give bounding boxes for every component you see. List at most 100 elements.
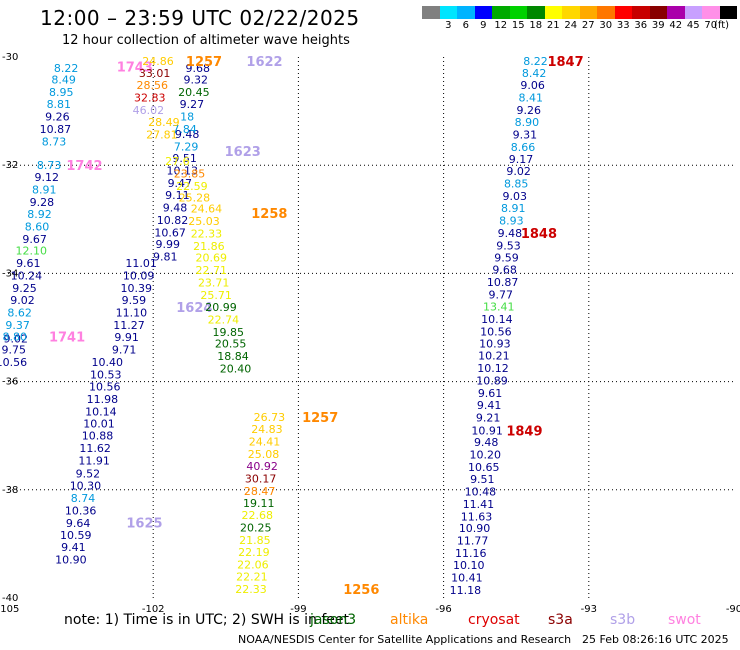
wave-height-value: 9.68 [492, 264, 517, 277]
wave-height-value: 9.59 [122, 294, 147, 307]
wave-height-value: 22.74 [208, 313, 240, 326]
wave-height-value: 10.24 [11, 270, 43, 283]
wave-height-value: 8.62 [7, 306, 32, 319]
track-time-label: 1623 [225, 145, 261, 160]
wave-height-value: 9.17 [509, 153, 534, 166]
wave-height-value: 19.85 [212, 326, 244, 339]
track-time-label: 1849 [506, 424, 542, 439]
wave-height-value: 9.67 [22, 233, 47, 246]
wave-height-value: 23.71 [198, 277, 230, 290]
wave-height-value: 11.63 [461, 510, 493, 523]
legend-swatch [457, 6, 475, 19]
wave-height-value: 9.64 [66, 517, 91, 530]
wave-height-value: 12.10 [15, 245, 47, 258]
wave-height-value: 10.20 [469, 449, 501, 462]
wave-height-value: 22.06 [237, 558, 269, 571]
wave-height-value: 10.82 [157, 214, 189, 227]
wave-height-value: 10.39 [121, 282, 153, 295]
x-tick-label: -96 [435, 604, 451, 615]
legend-label: 3 [445, 20, 452, 31]
wave-height-value: 8.22 [54, 62, 79, 75]
wave-height-value: 10.53 [90, 369, 122, 382]
wave-height-value: 10.36 [65, 504, 97, 517]
wave-height-value: 11.41 [463, 498, 495, 511]
wave-height-value: 10.41 [451, 571, 483, 584]
wave-height-value: 10.14 [85, 405, 117, 418]
wave-height-value: 9.48 [498, 227, 523, 240]
track-time-label: 1742 [66, 159, 102, 174]
wave-height-value: 9.51 [172, 152, 197, 165]
track-time-label: 1847 [547, 55, 583, 70]
wave-height-value: 10.30 [70, 479, 102, 492]
wave-height-value: 9.53 [496, 239, 521, 252]
wave-height-value: 9.37 [5, 319, 30, 332]
legend-swatch [632, 6, 650, 19]
x-tick-label: -93 [581, 604, 597, 615]
satellite-name: s3a [548, 612, 573, 628]
wave-height-value: 9.52 [76, 468, 101, 481]
legend-swatch [684, 6, 702, 19]
wave-height-value: 28.49 [148, 116, 180, 129]
wave-height-value: 8.42 [522, 67, 547, 80]
page-subtitle: 12 hour collection of altimeter wave hei… [62, 33, 350, 48]
legend-label: 21 [546, 20, 560, 31]
wave-height-value: 10.90 [459, 522, 491, 535]
wave-height-value: 8.92 [27, 208, 52, 221]
track-time-label: 1624 [176, 301, 212, 316]
wave-height-value: 28.47 [244, 485, 276, 498]
wave-height-value: 8.81 [47, 98, 72, 111]
legend-unit: (ft) [714, 20, 730, 31]
wave-height-value: 24.83 [251, 423, 283, 436]
satellite-name: cryosat [468, 612, 520, 628]
track-time-label: 1258 [251, 207, 287, 222]
wave-height-value: 26.73 [254, 411, 286, 424]
wave-height-value: 8.60 [25, 220, 50, 233]
footer-credit: NOAA/NESDIS Center for Satellite Applica… [238, 633, 572, 646]
wave-height-value: 10.21 [478, 350, 510, 363]
wave-height-value: 9.47 [168, 177, 193, 190]
wave-height-value: 8.95 [49, 86, 74, 99]
wave-height-value: 10.40 [91, 356, 123, 369]
wave-height-value: 19.11 [243, 497, 275, 510]
wave-height-value: 9.03 [502, 190, 527, 203]
wave-height-value: 9.59 [494, 252, 519, 265]
wave-height-value: 11.27 [113, 319, 145, 332]
wave-height-value: 9.81 [153, 251, 178, 264]
wave-height-value: 9.41 [61, 541, 86, 554]
footer-note: note: 1) Time is in UTC; 2) SWH is in fe… [64, 612, 350, 628]
track-time-label: 1741 [49, 331, 85, 346]
wave-height-value: 21.86 [193, 240, 225, 253]
wave-height-value: 25.71 [200, 289, 232, 302]
wave-height-value: 20.69 [196, 252, 228, 265]
wave-height-value: 11.62 [79, 442, 111, 455]
wave-height-value: 9.26 [45, 111, 70, 124]
x-tick-label: -102 [142, 604, 165, 615]
wave-height-value: 22.33 [235, 583, 267, 596]
y-tick-label: -38 [2, 485, 18, 496]
wave-height-value: 11.18 [450, 584, 482, 597]
legend-label: 18 [529, 20, 543, 31]
wave-height-value: 24.41 [249, 436, 281, 449]
satellite-name: swot [668, 612, 701, 628]
wave-height-value: 27.81 [146, 128, 178, 141]
wave-height-value: 9.02 [506, 165, 531, 178]
legend-label: 27 [581, 20, 595, 31]
wave-height-value: 20.99 [205, 301, 237, 314]
legend-label: 30 [599, 20, 613, 31]
wave-height-value: 13.41 [483, 300, 515, 313]
wave-height-value: 10.10 [453, 559, 485, 572]
wave-height-value: 21.85 [239, 534, 271, 547]
wave-height-value: 9.77 [488, 288, 513, 301]
wave-height-value: 46.02 [133, 104, 165, 117]
satellite-name: s3b [610, 612, 636, 628]
page-title: 12:00 – 23:59 UTC 02/22/2025 [40, 6, 360, 30]
wave-height-value: 9.75 [2, 344, 27, 357]
wave-height-value: 9.12 [34, 171, 59, 184]
wave-height-value: 27.6 [165, 155, 190, 168]
wave-height-value: 28.56 [136, 79, 168, 92]
wave-height-value: 10.87 [40, 123, 72, 136]
track-time-label: 1622 [246, 55, 282, 70]
wave-height-value: 10.87 [487, 276, 519, 289]
wave-height-value: 10.59 [60, 529, 92, 542]
